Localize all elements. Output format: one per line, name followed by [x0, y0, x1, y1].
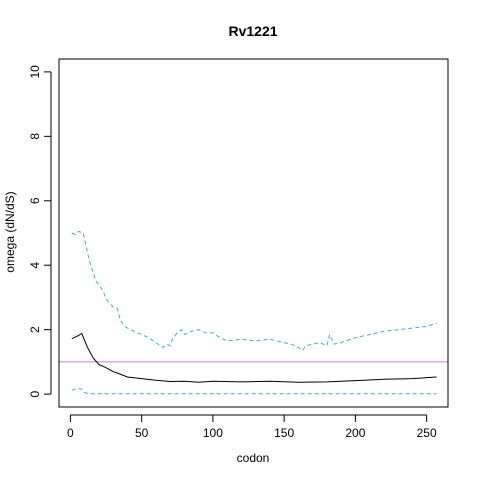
lower-series-line — [71, 387, 437, 395]
plot-frame — [58, 58, 449, 408]
x-tick-label: 200 — [345, 426, 365, 440]
chart-title: Rv1221 — [228, 23, 277, 39]
y-tick-label: 2 — [28, 326, 42, 333]
y-tick-label: 8 — [28, 133, 42, 140]
x-tick-label: 150 — [274, 426, 294, 440]
upper-series-line — [71, 230, 437, 352]
x-tick-label: 0 — [67, 426, 74, 440]
estimate-series-line — [71, 332, 437, 383]
y-tick-label: 10 — [28, 65, 42, 79]
x-axis-label: codon — [237, 451, 270, 465]
y-tick-label: 4 — [28, 262, 42, 269]
x-tick-label: 250 — [417, 426, 437, 440]
x-tick-label: 100 — [203, 426, 223, 440]
y-tick-label: 0 — [28, 390, 42, 397]
y-tick-label: 6 — [28, 197, 42, 204]
y-axis-label: omega (dN/dS) — [3, 191, 17, 272]
x-tick-label: 50 — [135, 426, 149, 440]
plot-area: 0 50 100 150 200 250 0 2 4 6 8 10 — [28, 65, 448, 440]
